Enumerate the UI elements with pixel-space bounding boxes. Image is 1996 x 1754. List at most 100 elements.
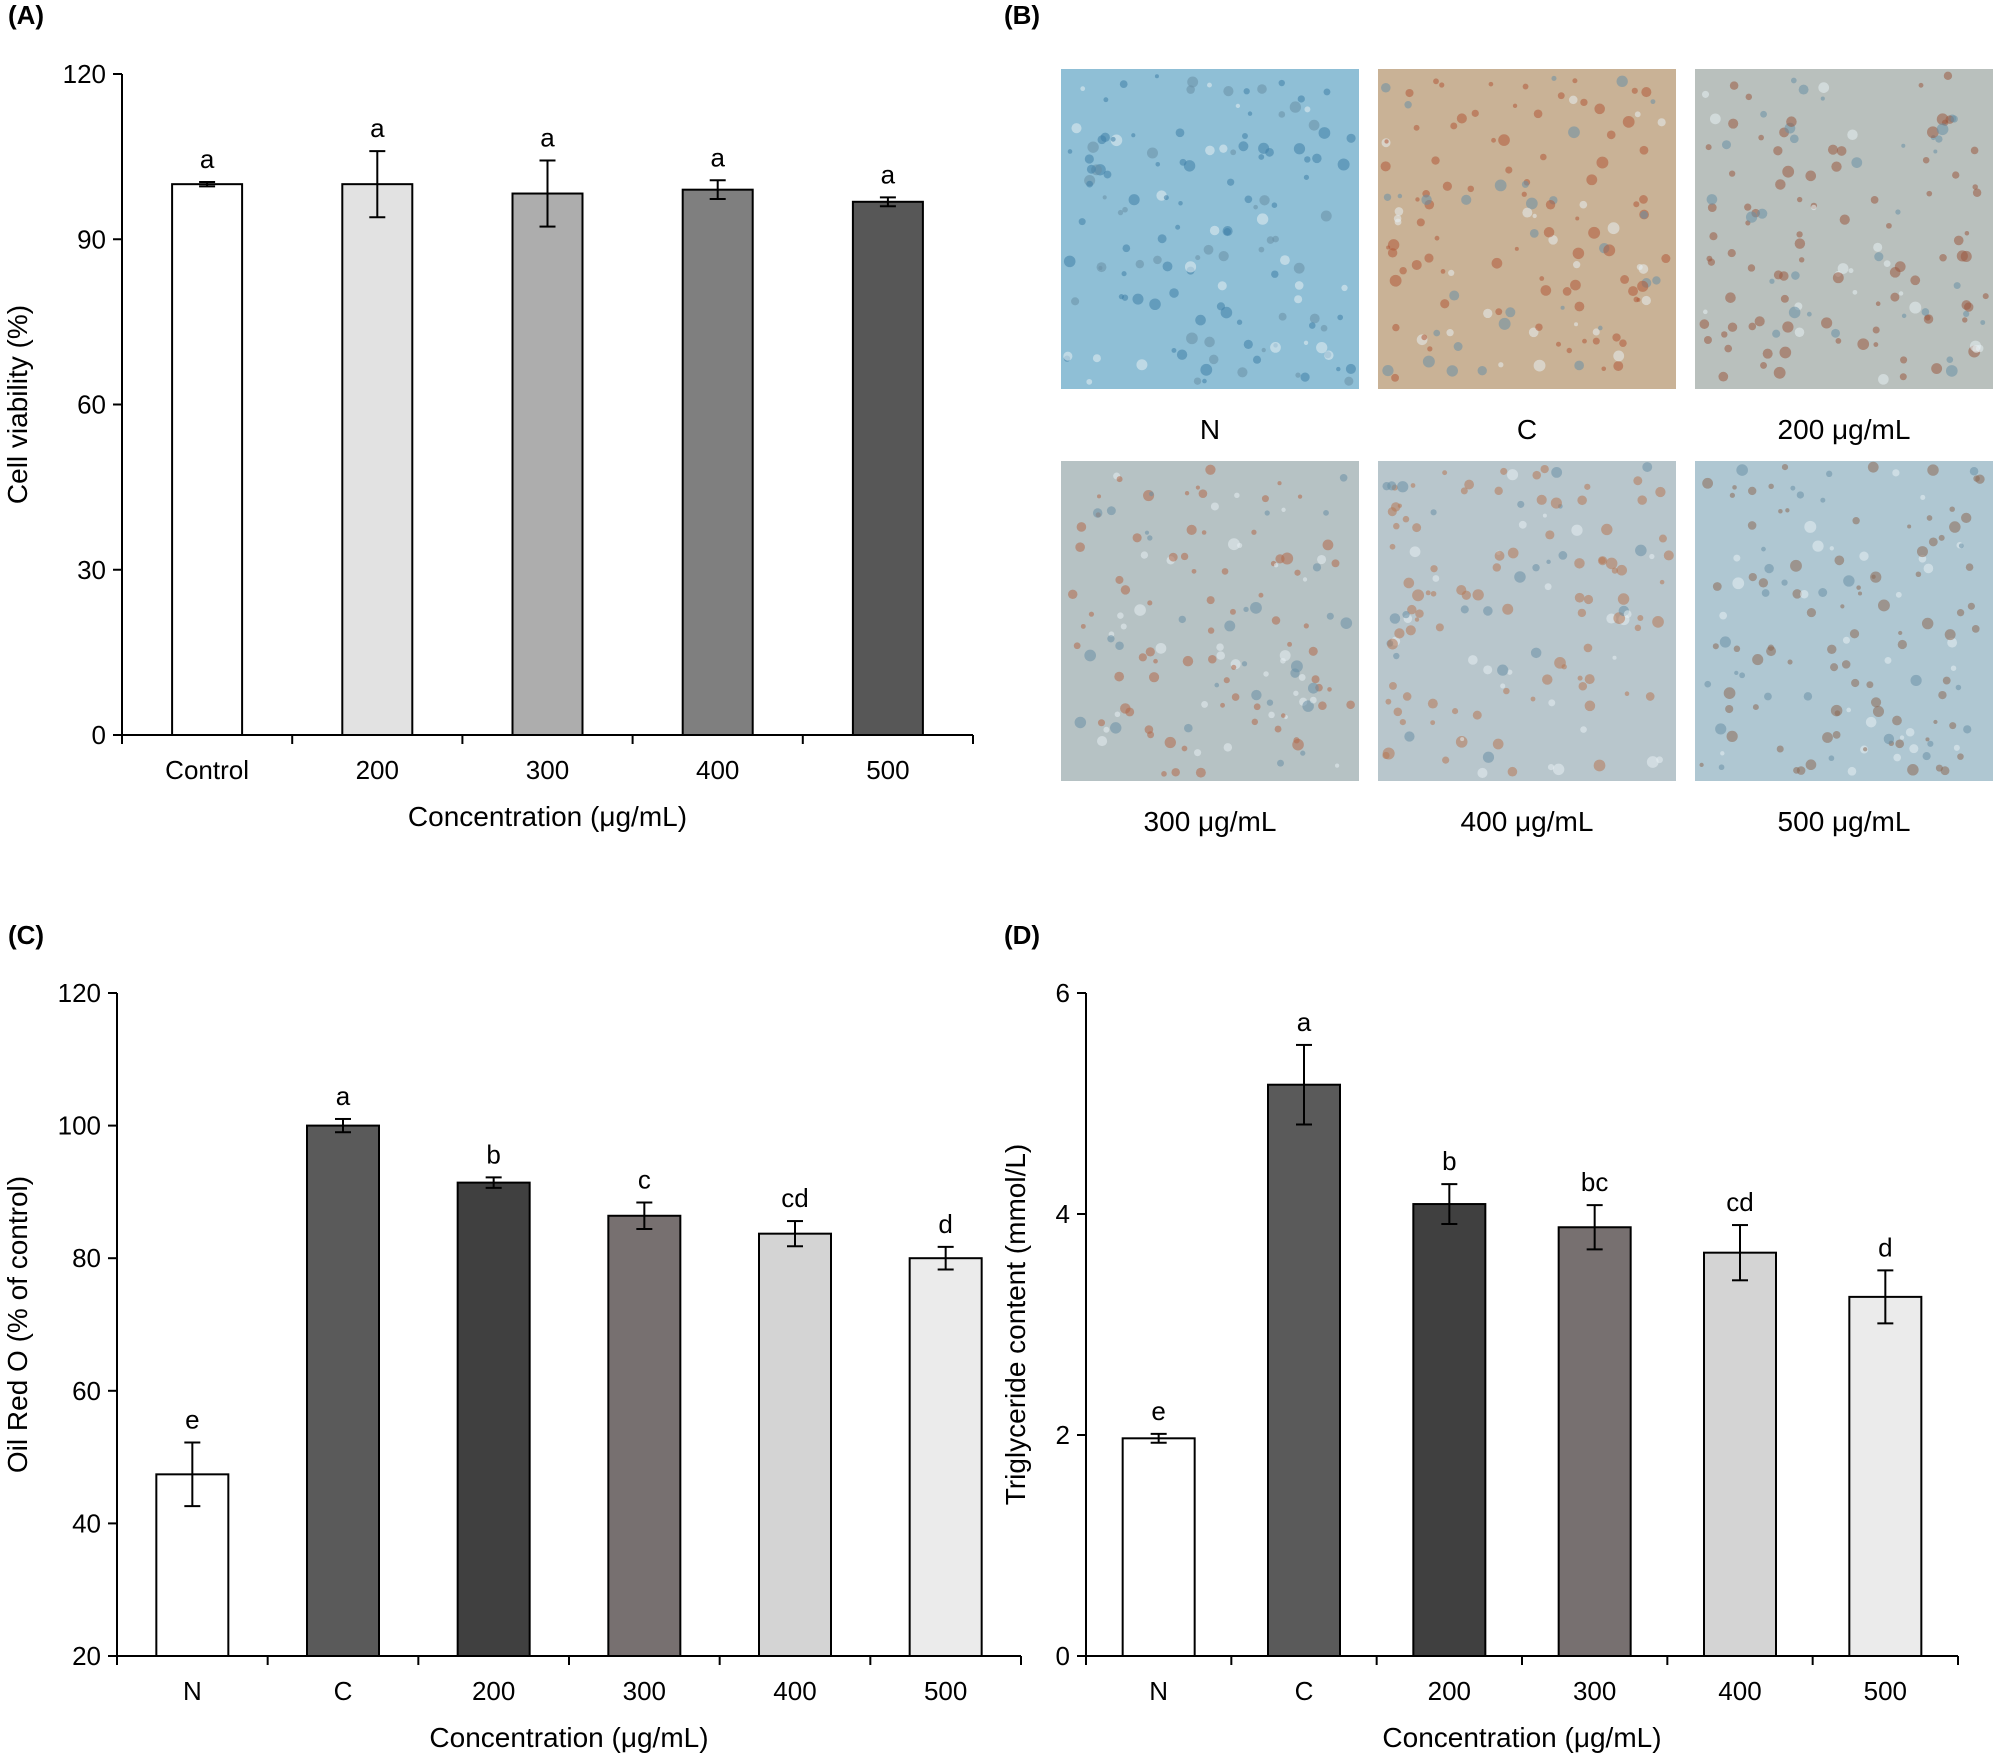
cell-speck: [1219, 144, 1228, 153]
cell-speck: [1149, 298, 1161, 311]
cell-speck: [1205, 464, 1216, 475]
cell-speck: [1761, 589, 1770, 597]
error-bar: [709, 179, 726, 201]
cell-speck: [1796, 491, 1804, 499]
cell-speck: [1446, 329, 1454, 337]
cell-speck: [1842, 636, 1850, 644]
cell-speck: [1636, 297, 1641, 302]
cell-speck: [1399, 266, 1407, 275]
significance-label: a: [1297, 1007, 1312, 1037]
cell-speck: [1820, 497, 1826, 503]
cell-speck: [1818, 82, 1830, 93]
x-tick-label: 300: [1573, 1676, 1616, 1706]
cell-speck: [1294, 569, 1301, 576]
cell-speck: [1574, 301, 1585, 312]
cell-speck: [1733, 645, 1741, 653]
cell-speck: [1548, 235, 1558, 245]
cell-speck: [1910, 275, 1921, 286]
bar: [607, 1214, 682, 1657]
cell-speck: [1918, 554, 1927, 563]
cell-speck: [1287, 641, 1293, 647]
cell-speck: [1918, 82, 1924, 88]
cell-speck: [1851, 157, 1863, 168]
cell-speck: [1280, 713, 1286, 718]
cell-speck: [1084, 649, 1097, 662]
cell-speck: [1652, 616, 1664, 628]
cell-speck: [1387, 507, 1397, 517]
cell-speck: [1637, 614, 1644, 621]
cell-speck: [1634, 111, 1641, 118]
cell-speck: [1387, 248, 1398, 258]
cell-speck: [1839, 214, 1850, 225]
cell-speck: [1404, 731, 1415, 742]
cell-speck: [1500, 683, 1506, 689]
cell-speck: [1345, 363, 1356, 374]
bar: [1557, 1226, 1632, 1657]
cell-speck: [1517, 500, 1525, 508]
cell-speck: [1122, 244, 1131, 253]
cell-speck: [1169, 288, 1179, 298]
cell-speck: [1634, 624, 1642, 632]
cell-speck: [1583, 594, 1594, 605]
cell-speck: [1175, 128, 1185, 138]
cell-speck: [1115, 575, 1124, 584]
cell-speck: [1820, 96, 1825, 101]
cell-speck: [1572, 78, 1578, 84]
cell-speck: [1747, 521, 1757, 530]
cell-speck: [1303, 340, 1309, 345]
cell-speck: [1422, 355, 1435, 368]
x-tick-label: 200: [1428, 1676, 1471, 1706]
error-bar: [369, 150, 386, 219]
cell-speck: [1387, 481, 1397, 491]
cell-speck: [1805, 759, 1817, 771]
cell-speck: [1938, 534, 1945, 541]
cell-speck: [1806, 607, 1817, 618]
cell-speck: [1752, 654, 1764, 666]
cell-speck: [1843, 575, 1855, 587]
cell-speck: [1794, 238, 1806, 249]
cell-speck: [1247, 111, 1253, 116]
micrograph-background: [1061, 461, 1359, 781]
cell-speck: [1116, 476, 1123, 483]
cell-speck: [1266, 699, 1274, 706]
cell-speck: [1402, 692, 1412, 701]
cell-speck: [1402, 515, 1410, 523]
cell-speck: [1153, 255, 1162, 265]
cell-speck: [1067, 589, 1078, 600]
cell-speck: [1076, 522, 1087, 532]
cell-speck: [1442, 181, 1452, 191]
cell-speck: [1949, 506, 1955, 512]
cell-speck: [1893, 753, 1902, 762]
cell-speck: [1195, 767, 1206, 778]
bar: [1703, 1251, 1777, 1658]
cell-speck: [1179, 158, 1187, 166]
cell-speck: [1195, 314, 1206, 326]
cell-speck: [1243, 88, 1250, 95]
cell-speck: [1382, 364, 1394, 377]
cell-speck: [1530, 696, 1536, 702]
cell-speck: [1415, 197, 1420, 202]
cell-speck: [1582, 338, 1587, 344]
cell-speck: [1535, 323, 1543, 331]
cell-speck: [1434, 235, 1440, 241]
cell-speck: [1940, 766, 1950, 776]
cell-speck: [1734, 670, 1739, 676]
cell-speck: [1460, 737, 1465, 742]
x-tick-label: 400: [696, 755, 739, 785]
cell-speck: [1122, 206, 1128, 213]
cell-speck: [1883, 260, 1891, 268]
cell-speck: [1195, 255, 1201, 261]
cell-speck: [1926, 515, 1933, 521]
cell-speck: [1234, 492, 1240, 499]
cell-speck: [1339, 473, 1348, 482]
cell-speck: [1701, 90, 1710, 98]
cell-speck: [1258, 592, 1264, 598]
cell-speck: [1789, 134, 1799, 144]
cell-speck: [1761, 546, 1766, 552]
cell-speck: [1346, 700, 1355, 710]
cell-speck: [1872, 326, 1880, 334]
triglyceride-chart: 0 2 4 6 e Na Cb 200 bc 300 cd 400 d 500 Concentration …: [1000, 978, 1959, 1753]
cell-speck: [1421, 334, 1428, 341]
oil-red-o-chart: 20 40 60 80 100 120 e Na Cb 200 c 300 cd 400 d 500 Conce…: [2, 978, 1022, 1753]
